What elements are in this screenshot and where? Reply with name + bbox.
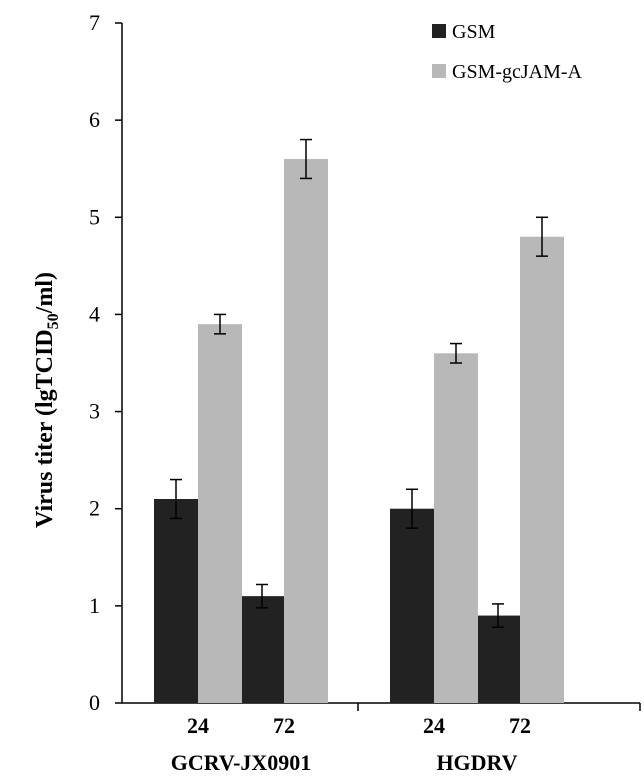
- legend-swatch: [432, 24, 446, 38]
- y-tick-label: 6: [89, 107, 100, 132]
- legend-swatch: [432, 64, 446, 78]
- bar: [198, 324, 242, 703]
- y-tick-label: 5: [89, 204, 100, 229]
- category-label: 72: [509, 713, 531, 738]
- y-tick-label: 0: [89, 690, 100, 715]
- bars: [154, 159, 564, 703]
- category-labels: 24 72 24 72: [187, 713, 531, 738]
- bar: [240, 596, 284, 703]
- bar: [284, 159, 328, 703]
- category-label: 72: [273, 713, 295, 738]
- y-tick-label: 1: [89, 593, 100, 618]
- bar: [154, 499, 198, 703]
- bar: [434, 353, 478, 703]
- group-labels: GCRV-JX0901 HGDRV: [171, 750, 518, 775]
- group-label: HGDRV: [436, 750, 517, 775]
- legend: GSM GSM-gcJAM-A: [432, 21, 583, 83]
- bar: [520, 236, 564, 703]
- y-axis-label: Virus titer (lgTCID50/ml): [32, 272, 62, 528]
- y-tick-label: 3: [89, 399, 100, 424]
- y-axis: 0 1 2 3 4 5 6 7: [89, 10, 123, 715]
- bar: [390, 508, 434, 703]
- legend-label: GSM-gcJAM-A: [452, 61, 583, 83]
- category-label: 24: [423, 713, 445, 738]
- y-tick-label: 7: [89, 10, 100, 35]
- error-bars: [170, 138, 548, 628]
- bar: [476, 615, 520, 703]
- y-tick-label: 4: [89, 301, 100, 326]
- y-tick-label: 2: [89, 496, 100, 521]
- category-label: 24: [187, 713, 209, 738]
- group-label: GCRV-JX0901: [171, 750, 312, 775]
- x-axis: [122, 702, 641, 711]
- legend-label: GSM: [452, 21, 496, 43]
